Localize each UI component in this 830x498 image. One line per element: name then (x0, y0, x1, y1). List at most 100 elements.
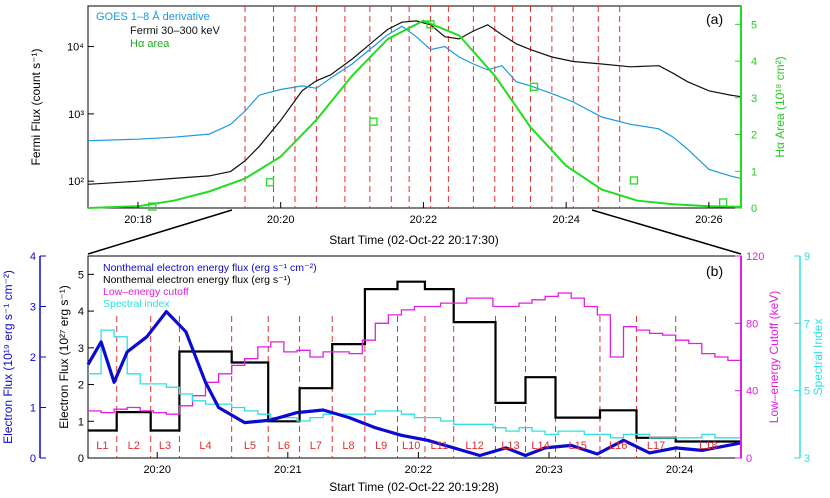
panel-b-series (86, 280, 742, 458)
b-ytick-inner-right-label-3: 80 (746, 318, 758, 330)
b-xtick-label-3: 20:22 (405, 464, 433, 476)
legend-a-fermi: Fermi 30–300 keV (130, 25, 221, 37)
a-rtick-label-3: 2 (751, 130, 757, 142)
panel-a-label: (a) (706, 11, 723, 27)
a-halpha-marker-2 (265, 178, 275, 187)
b-ytick-inner-left-label-3: 2 (78, 380, 84, 392)
a-halpha-marker-4 (426, 20, 435, 29)
legend-b-flux: Nonthemal electron energy flux (erg s⁻¹) (103, 274, 291, 286)
panel-a-series (87, 19, 742, 211)
a-xtick-label-5: 20:26 (695, 214, 723, 226)
panel-b-ylabel-outer-right: Spectral Index (811, 319, 825, 396)
b-interval-label-18: L18 (699, 440, 717, 452)
b-ytick-outer-left-label-3: 2 (30, 352, 36, 364)
b-xtick-label-1: 20:20 (143, 464, 171, 476)
b-interval-label-11: L11 (431, 440, 449, 452)
b-interval-label-6: L6 (278, 440, 290, 452)
panel-b-ylabel-inner-left: Electron Flux (10²⁷ erg s⁻¹) (57, 285, 71, 428)
b-interval-label-1: L1 (96, 440, 108, 452)
b-xtick-label-4: 20:23 (535, 464, 563, 476)
a-rtick-label-1: 0 (751, 203, 757, 215)
legend-b-flux-area: Nonthemal electron energy flux (erg s⁻¹ … (103, 262, 317, 274)
panel-a-ylabel-right: Hα Area (10¹⁸ cm²) (773, 56, 787, 157)
legend-b-cutoff: Low–energy cutoff (103, 286, 189, 298)
zoom-connector-right (591, 209, 742, 255)
panel-a: 20:18 20:20 20:22 20:24 20:26 10² 10³ 10⁴ 0 1 2 3… (29, 5, 787, 247)
b-ytick-outer-right-label-1: 3 (804, 453, 810, 465)
b-ytick-outer-right-label-2: 5 (804, 386, 810, 398)
b-ytick-outer-right-label-4: 9 (804, 251, 810, 263)
a-rtick-label-2: 1 (751, 166, 757, 178)
b-ytick-inner-left-label-6: 5 (78, 269, 84, 281)
panel-b-ylabel-outer-left: Electron Flux (10¹⁹ erg s⁻¹ cm⁻²) (1, 270, 15, 444)
b-interval-label-16: L16 (609, 440, 627, 452)
b-series-step-2 (88, 292, 741, 415)
b-ytick-outer-right-label-3: 7 (804, 318, 810, 330)
panel-b-x-ticks: 20:20 20:21 20:22 20:23 20:24 (143, 452, 693, 476)
b-ytick-inner-right-label-4: 120 (746, 251, 764, 263)
b-ytick-outer-left-label-5: 4 (30, 251, 36, 263)
b-series-step-3 (88, 329, 741, 439)
b-series-step-1 (88, 280, 741, 443)
a-halpha-marker-7 (719, 198, 728, 207)
legend-b-index: Spectral index (103, 298, 170, 310)
b-interval-label-7: L7 (310, 440, 322, 452)
b-series-line-4 (86, 310, 742, 458)
panel-a-x-ticks: 20:18 20:20 20:22 20:24 20:26 (124, 202, 723, 226)
b-interval-label-8: L8 (342, 440, 354, 452)
a-series-line-1 (87, 20, 742, 185)
b-xtick-label-5: 20:24 (666, 464, 694, 476)
a-xtick-label-4: 20:24 (552, 214, 580, 226)
a-xtick-label-3: 20:22 (410, 214, 438, 226)
a-halpha-marker-1 (148, 202, 157, 211)
panel-a-left-ticks: 10² 10³ 10⁴ (67, 42, 94, 188)
panel-a-xlabel: Start Time (02-Oct-22 20:17:30) (329, 233, 498, 247)
b-interval-label-4: L4 (199, 440, 211, 452)
legend-a-goes: GOES 1–8 Å derivative (96, 10, 210, 23)
a-ytick-label-3: 10⁴ (67, 42, 84, 54)
panel-a-ylabel-left: Fermi Flux (count s⁻¹) (29, 48, 43, 165)
b-ytick-inner-left-label-5: 4 (78, 306, 84, 318)
panel-a-interval-lines (244, 6, 621, 208)
a-rtick-label-4: 3 (751, 93, 757, 105)
b-interval-label-5: L5 (244, 440, 256, 452)
b-ytick-inner-right-label-2: 40 (746, 386, 758, 398)
b-ytick-inner-left-label-2: 1 (78, 416, 84, 428)
legend-a-halpha: Hα area (130, 38, 170, 50)
b-xtick-label-2: 20:21 (274, 464, 302, 476)
b-interval-label-13: L13 (501, 440, 519, 452)
panel-b-interval-lines (116, 316, 677, 458)
b-interval-label-10: L10 (402, 440, 420, 452)
a-halpha-marker-5 (529, 82, 539, 91)
panel-a-right-ticks: 0 1 2 3 4 5 (735, 19, 757, 215)
panel-b: L1 L2 L3 L4 L5 L6 L7 L8 L9 L10 L11 L12 L13 L14 L15 L16 L… (1, 251, 825, 494)
b-ytick-outer-left-label-1: 0 (30, 453, 36, 465)
b-ytick-inner-left-label-1: 0 (78, 453, 84, 465)
a-halpha-marker-3 (369, 117, 378, 126)
b-interval-label-9: L9 (375, 440, 387, 452)
a-ytick-label-1: 10² (68, 176, 84, 188)
a-series-line-3 (87, 19, 742, 209)
panel-b-label: (b) (706, 263, 723, 279)
b-ytick-outer-left-label-2: 1 (30, 403, 36, 415)
b-ytick-inner-left-label-4: 3 (78, 343, 84, 355)
panel-b-interval-labels: L1 L2 L3 L4 L5 L6 L7 L8 L9 L10 L11 L12 L13 L14 L15 L16 L… (96, 440, 717, 452)
b-ytick-outer-left-label-4: 3 (30, 302, 36, 314)
a-rtick-label-5: 4 (751, 56, 757, 68)
b-interval-label-12: L12 (465, 440, 483, 452)
b-interval-label-15: L15 (569, 440, 587, 452)
a-series-line-2 (87, 25, 742, 179)
a-halpha-marker-6 (629, 176, 639, 185)
zoom-connector-left (87, 209, 233, 255)
a-rtick-label-6: 5 (751, 19, 757, 31)
b-interval-label-3: L3 (159, 440, 171, 452)
a-xtick-label-2: 20:20 (267, 214, 295, 226)
b-interval-label-14: L14 (531, 440, 549, 452)
a-ytick-label-2: 10³ (68, 109, 84, 121)
b-interval-label-2: L2 (128, 440, 140, 452)
panel-b-ylabel-inner-right: Low–energy Cutoff (keV) (767, 291, 781, 424)
panel-b-xlabel: Start Time (02-Oct-22 20:19:28) (329, 480, 498, 494)
a-xtick-label-1: 20:18 (124, 214, 152, 226)
